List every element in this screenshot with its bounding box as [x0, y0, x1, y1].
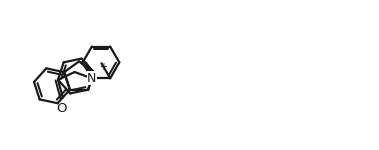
Text: N: N: [87, 72, 97, 85]
Text: +: +: [99, 62, 107, 72]
Text: O: O: [56, 102, 67, 115]
